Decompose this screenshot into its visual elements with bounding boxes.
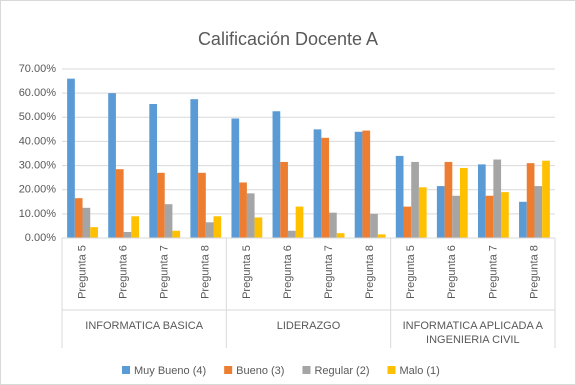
- bar: [246, 193, 255, 238]
- group-label: INFORMATICA APLICADA A INGENIERIA CIVIL: [402, 320, 544, 346]
- bar: [534, 186, 543, 238]
- bar: [205, 222, 214, 238]
- bar: [377, 234, 386, 238]
- x-tick-label: Pregunta 5: [405, 245, 417, 299]
- x-tick-label: Pregunta 5: [241, 245, 253, 299]
- x-tick-label: Pregunta 6: [118, 245, 130, 299]
- bar: [436, 186, 445, 238]
- legend-swatch: [224, 366, 233, 374]
- bar: [149, 104, 158, 238]
- bar: [67, 78, 75, 239]
- bar: [280, 161, 288, 238]
- bar: [213, 216, 222, 238]
- bar: [354, 131, 363, 238]
- group-label: LIDERAZGO: [276, 320, 341, 332]
- legend-label: Bueno (3): [236, 365, 284, 377]
- chart-title: Calificación Docente A: [198, 29, 378, 49]
- bar: [418, 187, 427, 238]
- x-tick-label: Pregunta 7: [487, 245, 499, 299]
- bar: [108, 93, 116, 239]
- bar: [287, 230, 296, 238]
- y-tick-label: 10.00%: [19, 208, 57, 220]
- bar: [493, 159, 502, 238]
- bar: [370, 213, 378, 238]
- bar: [239, 182, 247, 238]
- legend-swatch: [122, 366, 130, 374]
- x-tick-label: Pregunta 7: [323, 245, 335, 299]
- legend-label: Malo (1): [400, 365, 440, 377]
- bar: [459, 167, 468, 238]
- legend-swatch: [302, 366, 311, 374]
- bar: [395, 155, 404, 238]
- bar: [90, 227, 98, 238]
- bar: [444, 161, 453, 238]
- bar: [329, 212, 337, 238]
- x-tick-label: Pregunta 7: [159, 245, 171, 299]
- y-tick-label: 40.00%: [19, 135, 57, 147]
- bar: [485, 195, 494, 238]
- bar: [123, 231, 132, 238]
- bar: [115, 169, 124, 238]
- bar: [190, 99, 199, 238]
- y-tick-label: 0.00%: [25, 232, 56, 244]
- bar: [336, 233, 345, 238]
- bar: [272, 111, 281, 238]
- bar: [164, 204, 173, 238]
- y-tick-label: 50.00%: [19, 111, 57, 123]
- x-tick-label: Pregunta 8: [200, 245, 212, 299]
- x-tick-label: Pregunta 8: [364, 245, 376, 299]
- x-tick-label: Pregunta 6: [446, 245, 458, 299]
- y-tick-label: 60.00%: [19, 87, 57, 99]
- legend-label: Regular (2): [314, 365, 369, 377]
- bar: [313, 129, 322, 238]
- bar: [519, 201, 527, 238]
- bar: [452, 195, 460, 238]
- x-tick-label: Pregunta 6: [282, 245, 294, 299]
- bar: [131, 216, 140, 238]
- bar: [362, 130, 371, 238]
- bar: [157, 172, 165, 238]
- bar: [254, 217, 263, 238]
- y-tick-label: 20.00%: [19, 184, 57, 196]
- bar: [82, 207, 91, 238]
- y-tick-label: 30.00%: [19, 159, 57, 171]
- bar: [231, 118, 240, 238]
- y-tick-label: 70.00%: [19, 63, 57, 75]
- bar: [74, 198, 83, 238]
- bar: [526, 163, 535, 238]
- legend-label: Muy Bueno (4): [134, 365, 206, 377]
- bar: [321, 137, 330, 238]
- bar: [542, 160, 550, 238]
- bar: [172, 230, 181, 238]
- bar: [295, 206, 304, 238]
- group-label: INFORMATICA BASICA: [85, 320, 204, 332]
- bar: [477, 164, 486, 238]
- bar: [198, 172, 206, 238]
- legend-swatch: [387, 366, 396, 374]
- bar: [501, 192, 509, 238]
- bar: [403, 206, 412, 238]
- bar: [411, 161, 419, 238]
- x-tick-label: Pregunta 5: [76, 245, 88, 299]
- x-tick-label: Pregunta 8: [528, 245, 540, 299]
